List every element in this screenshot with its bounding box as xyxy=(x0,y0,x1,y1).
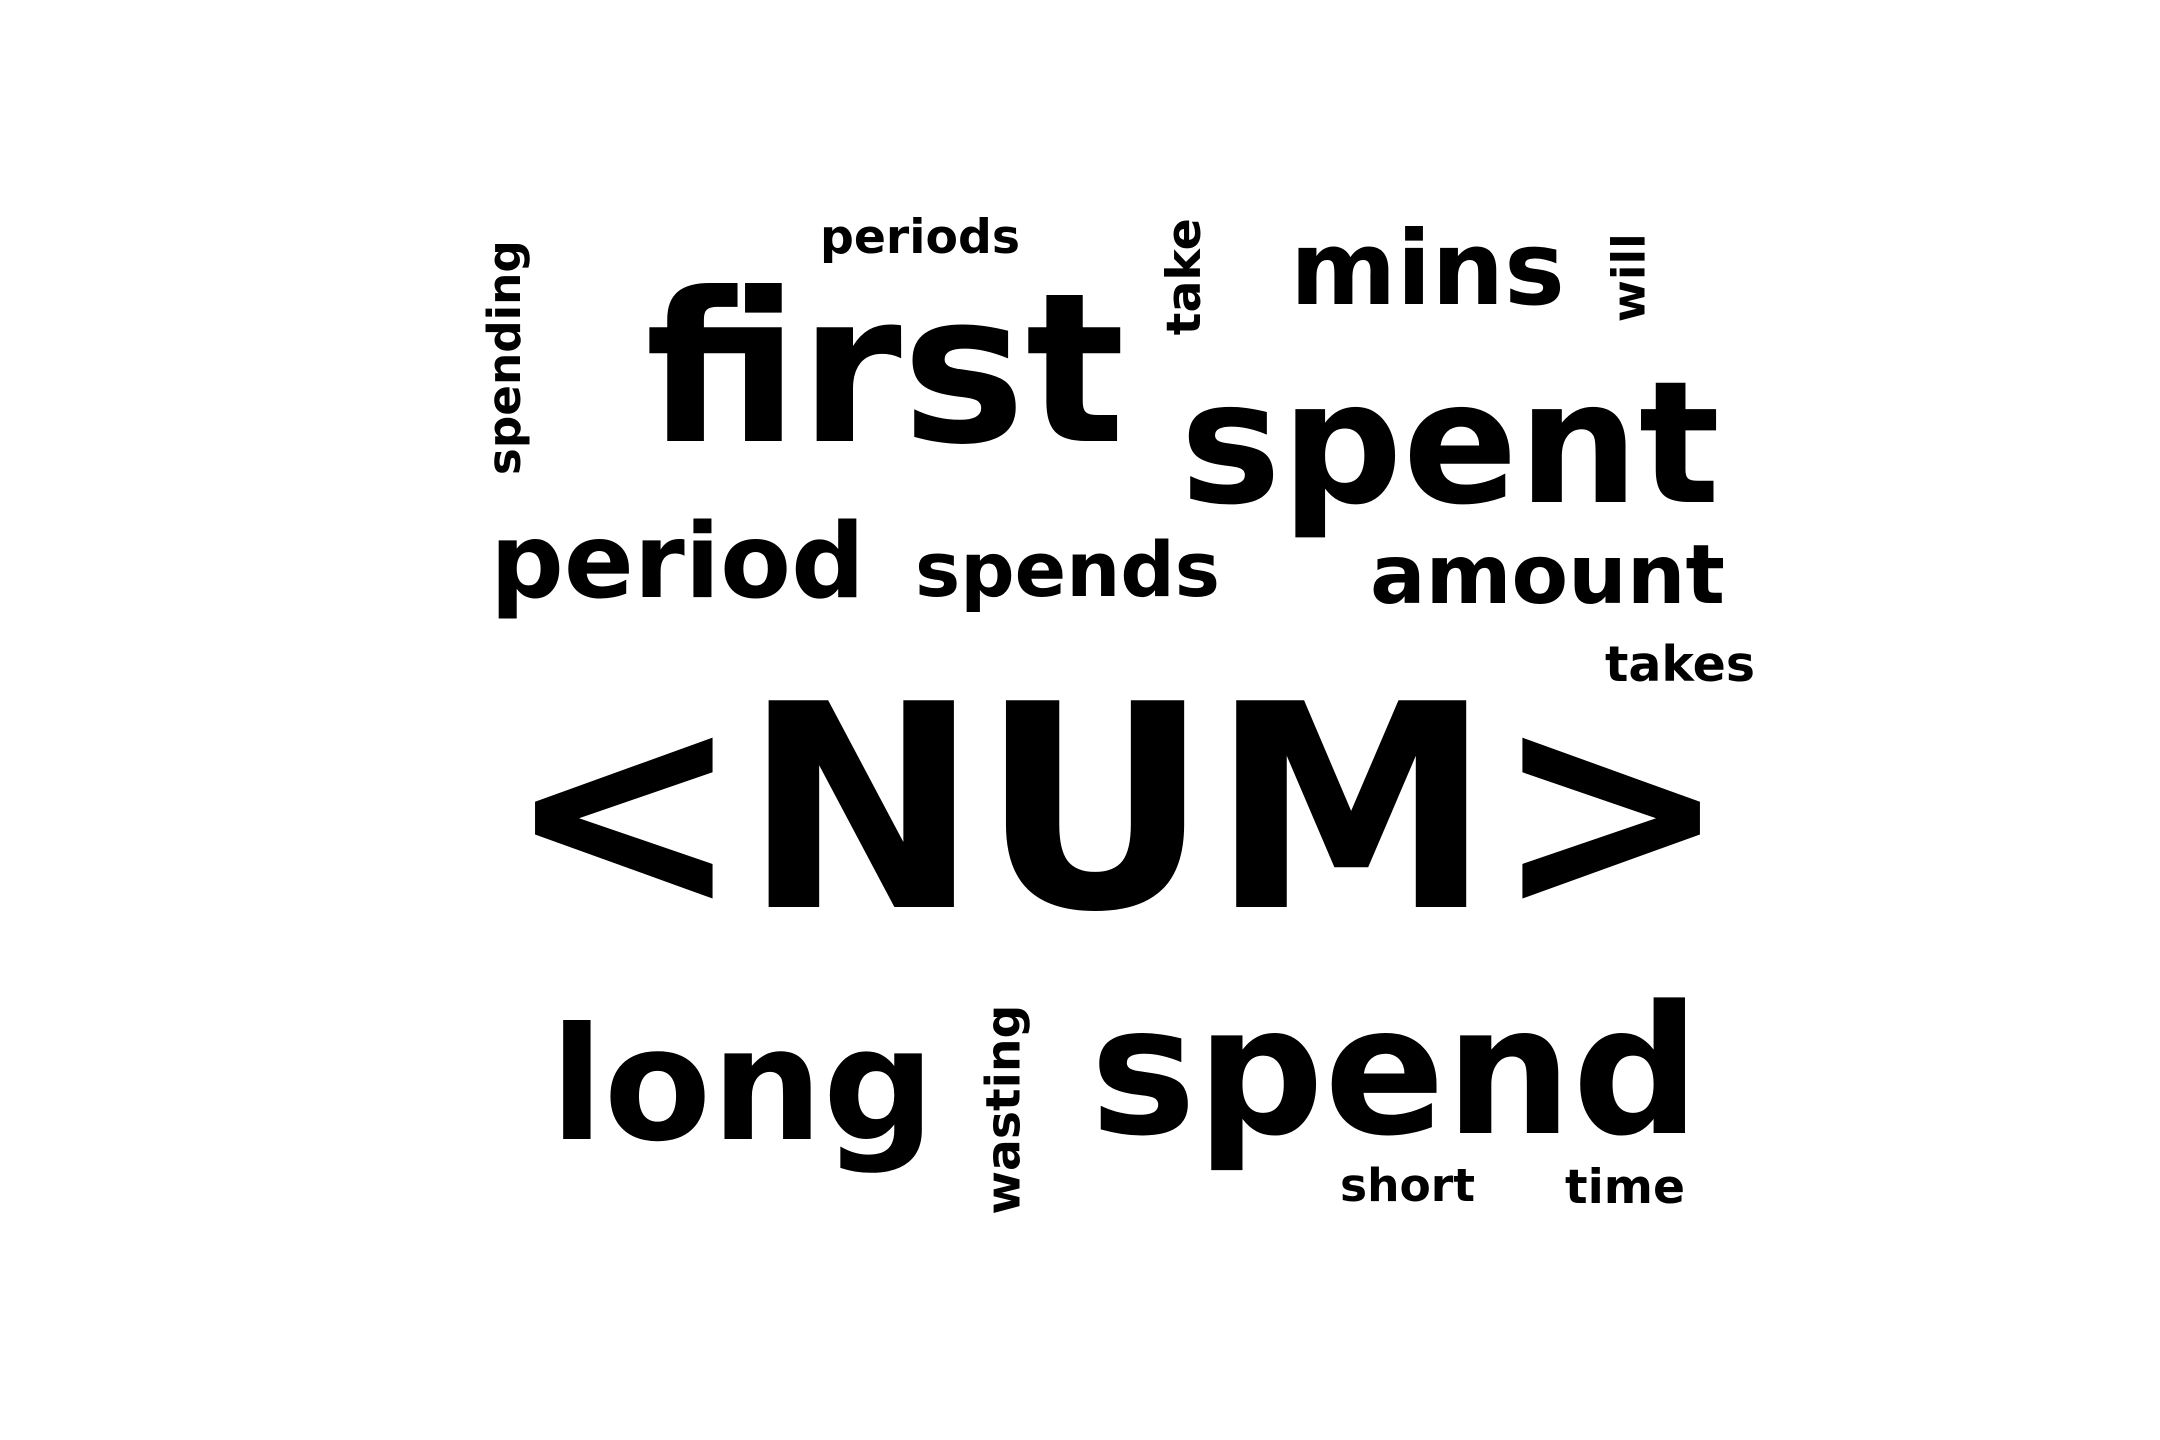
word-num: <NUM> xyxy=(505,644,1730,975)
word-periods: periods xyxy=(820,210,1020,266)
word-wasting: wasting xyxy=(976,1005,1032,1215)
word-first: first xyxy=(645,249,1125,491)
word-spent: spent xyxy=(1180,345,1720,544)
word-takes: takes xyxy=(1605,635,1755,693)
word-spend: spend xyxy=(1090,968,1700,1177)
word-spending: spending xyxy=(477,240,531,475)
word-mins: mins xyxy=(1290,209,1565,329)
word-short: short xyxy=(1340,1159,1475,1213)
word-period: period xyxy=(490,501,865,622)
word-take: take xyxy=(1156,218,1212,335)
word-spends: spends xyxy=(915,524,1220,614)
word-long: long xyxy=(550,993,935,1176)
word-will: will xyxy=(1602,233,1656,322)
word-amount: amount xyxy=(1370,526,1725,623)
word-time: time xyxy=(1565,1159,1685,1215)
